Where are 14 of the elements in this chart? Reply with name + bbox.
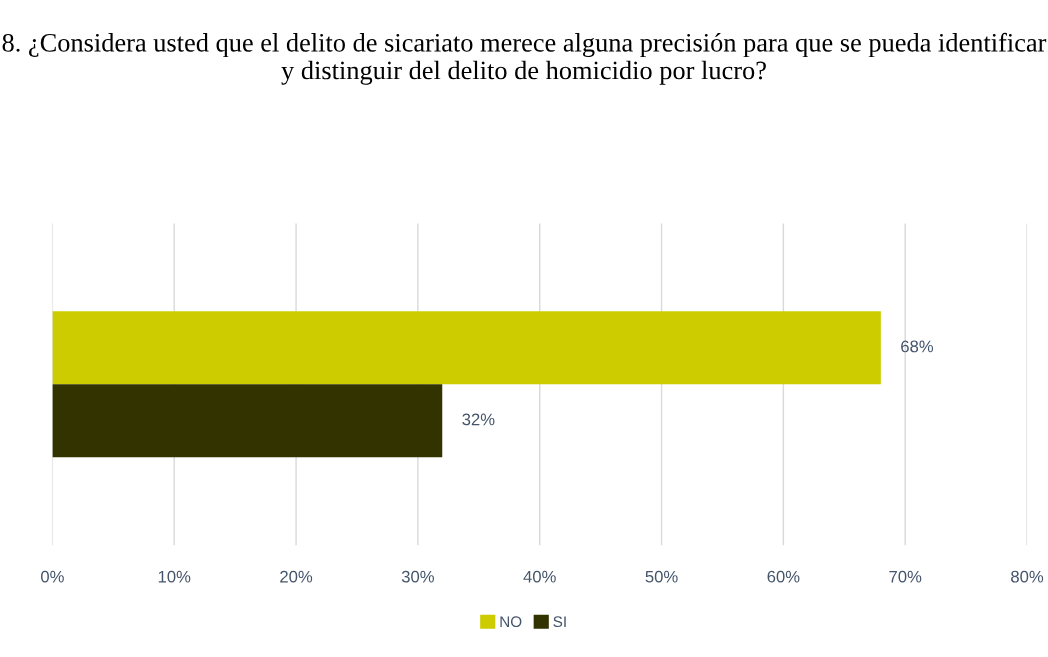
- legend-label: SI: [553, 616, 566, 628]
- chart-title: 8. ¿Considera usted que el delito de sicariato merece alguna precisión para que se pueda identificar y distinguir del delito de homicidio por lucro?: [2, 32, 1047, 85]
- x-tick-label: 60%: [767, 570, 800, 583]
- x-tick-label: 80%: [1011, 570, 1044, 583]
- x-tick-label: 40%: [523, 570, 556, 583]
- legend-label: NO: [500, 616, 522, 628]
- x-tick-label: 30%: [401, 570, 434, 583]
- data-label: 32%: [462, 413, 495, 426]
- x-tick-label: 70%: [889, 570, 922, 583]
- x-tick-label: 10%: [158, 570, 191, 583]
- x-tick-label: 50%: [645, 570, 678, 583]
- data-label: 68%: [901, 340, 934, 353]
- x-tick-label: 0%: [41, 570, 64, 583]
- x-tick-label: 20%: [280, 570, 313, 583]
